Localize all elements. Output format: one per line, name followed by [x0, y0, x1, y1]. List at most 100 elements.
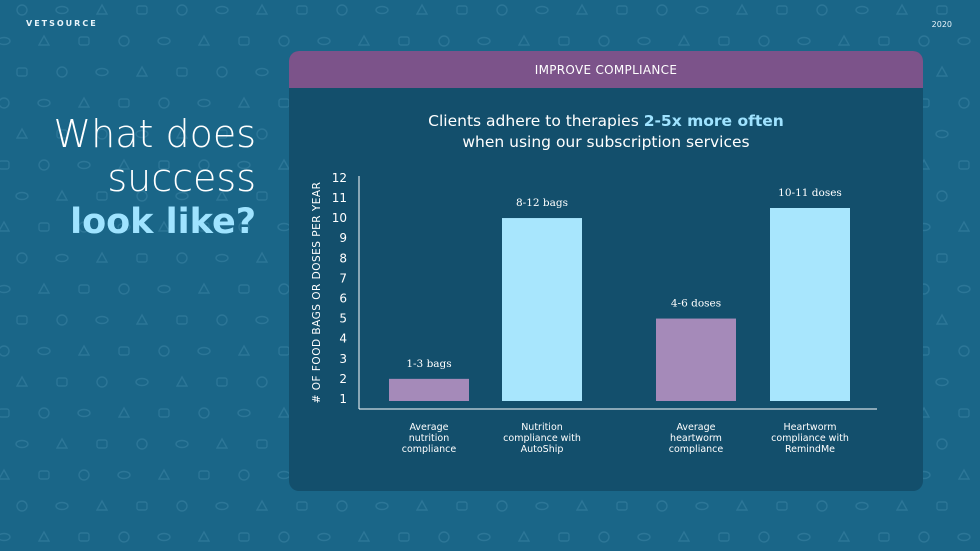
category-label: compliance	[402, 444, 457, 455]
pattern-icon	[197, 530, 211, 542]
pattern-icon	[398, 532, 410, 542]
pattern-icon	[197, 282, 211, 294]
headline-line-2: success	[107, 156, 256, 200]
pattern-icon	[0, 97, 10, 109]
pattern-icon	[797, 532, 811, 542]
pattern-icon	[438, 531, 450, 543]
y-tick-label: 5	[339, 312, 347, 326]
pattern-icon	[855, 501, 869, 511]
pattern-icon	[255, 499, 269, 511]
pattern-icon	[38, 407, 50, 419]
category-label: AutoShip	[521, 444, 564, 455]
panel-banner-label: IMPROVE COMPLIANCE	[534, 62, 678, 77]
pattern-icon	[256, 439, 268, 449]
pattern-icon	[837, 530, 851, 542]
chart-title-line-2: when using our subscription services	[462, 133, 750, 151]
pattern-icon	[238, 532, 250, 542]
pattern-icon	[117, 470, 131, 480]
pattern-icon	[255, 315, 269, 325]
category-label: compliance with	[503, 433, 581, 444]
pattern-icon	[935, 129, 949, 139]
pattern-icon	[15, 439, 29, 449]
pattern-icon	[78, 532, 90, 542]
pattern-icon	[957, 532, 971, 542]
pattern-icon	[78, 284, 90, 294]
pattern-icon	[237, 344, 251, 356]
pattern-icon	[176, 4, 188, 16]
category-label: Average	[676, 422, 715, 433]
pattern-icon	[278, 98, 290, 108]
pattern-icon	[477, 36, 491, 46]
pattern-icon	[695, 5, 709, 15]
pattern-icon	[136, 253, 148, 263]
pattern-icon	[215, 253, 229, 263]
category-label: Nutrition	[521, 422, 563, 433]
pattern-icon	[136, 501, 148, 511]
pattern-icon	[215, 501, 229, 511]
pattern-icon	[637, 36, 651, 46]
pattern-icon	[957, 36, 971, 46]
pattern-icon	[816, 500, 828, 512]
pattern-icon	[37, 282, 51, 294]
pattern-icon	[936, 5, 948, 15]
pattern-icon	[415, 3, 429, 15]
pattern-icon	[517, 530, 531, 542]
pattern-icon	[496, 4, 508, 16]
pattern-icon	[238, 36, 250, 46]
pattern-icon	[37, 346, 51, 356]
pattern-icon	[517, 34, 531, 46]
pattern-icon	[918, 531, 930, 543]
y-tick-label: 12	[332, 171, 347, 185]
pattern-icon	[95, 251, 109, 263]
pattern-icon	[895, 3, 909, 15]
pattern-icon	[176, 252, 188, 264]
pattern-icon	[575, 499, 589, 511]
pattern-icon	[936, 438, 948, 450]
pattern-icon	[677, 34, 691, 46]
pattern-icon	[136, 5, 148, 15]
pattern-icon	[56, 377, 68, 387]
category-label: compliance with	[771, 433, 849, 444]
pattern-icon	[398, 36, 410, 46]
pattern-icon	[157, 36, 171, 46]
pattern-icon	[958, 160, 970, 170]
pattern-icon	[935, 377, 949, 387]
pattern-icon	[776, 501, 788, 511]
pattern-icon	[735, 3, 749, 15]
pattern-icon	[118, 283, 130, 295]
bar	[770, 208, 850, 401]
pattern-icon	[936, 253, 948, 263]
pattern-icon	[136, 438, 148, 450]
pattern-icon	[197, 346, 211, 356]
compliance-panel: IMPROVE COMPLIANCE Clients adhere to the…	[289, 51, 923, 491]
pattern-icon	[118, 98, 130, 108]
y-tick-label: 7	[339, 271, 347, 285]
y-tick-label: 11	[332, 191, 347, 205]
pattern-icon	[598, 35, 610, 47]
category-label: compliance	[669, 444, 724, 455]
pattern-icon	[878, 36, 890, 46]
pattern-icon	[317, 532, 331, 542]
data-label: 10-11 doses	[778, 187, 842, 199]
pattern-icon	[336, 500, 348, 512]
pattern-icon	[56, 66, 68, 78]
pattern-icon	[215, 437, 229, 449]
data-label: 8-12 bags	[516, 197, 568, 209]
pattern-icon	[0, 36, 11, 46]
pattern-icon	[637, 532, 651, 542]
pattern-icon	[238, 469, 250, 481]
pattern-icon	[37, 34, 51, 46]
pattern-icon	[0, 284, 11, 294]
pattern-icon	[16, 252, 28, 264]
pattern-icon	[656, 4, 668, 16]
pattern-icon	[278, 35, 290, 47]
pattern-icon	[477, 532, 491, 542]
data-label: 4-6 doses	[671, 298, 721, 310]
pattern-icon	[558, 532, 570, 542]
bar	[502, 218, 582, 401]
pattern-icon	[677, 530, 691, 542]
pattern-icon	[357, 34, 371, 46]
pattern-icon	[118, 346, 130, 356]
pattern-icon	[16, 4, 28, 16]
pattern-icon	[958, 345, 970, 357]
